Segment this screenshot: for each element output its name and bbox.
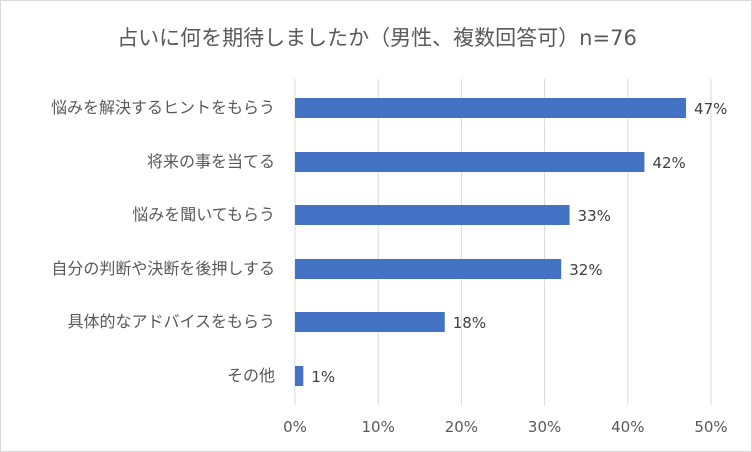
data-label: 18% [453, 314, 486, 332]
data-label: 33% [578, 207, 611, 225]
category-label: 具体的なアドバイスをもらう [67, 312, 275, 331]
grid-layer [295, 79, 711, 405]
bar [295, 366, 303, 386]
data-label: 47% [694, 100, 727, 118]
x-tick-label: 0% [283, 418, 307, 436]
bar [295, 205, 570, 225]
x-tick-label: 30% [528, 418, 561, 436]
x-tick-label: 10% [362, 418, 395, 436]
tick-layer: 0% 10% 20% 30% 40% 50% [283, 418, 728, 436]
x-tick-label: 50% [694, 418, 727, 436]
chart-title: 占いに何を期待しましたか（男性、複数回答可）n=76 [117, 26, 637, 50]
x-tick-label: 20% [445, 418, 478, 436]
x-tick-label: 40% [611, 418, 644, 436]
bar [295, 98, 686, 118]
bar [295, 259, 561, 279]
data-label: 1% [311, 368, 335, 386]
category-label: 悩みを解決するヒントをもらう [51, 98, 275, 117]
category-label: 悩みを聞いてもらう [132, 205, 275, 224]
label-layer: 悩みを解決するヒントをもらう 47% 将来の事を当てる 42% 悩みを聞いてもらう 33%… [51, 98, 727, 386]
bar [295, 312, 445, 332]
data-label: 32% [569, 261, 602, 279]
category-label: その他 [227, 366, 275, 385]
category-label: 自分の判断や決断を後押しする [51, 259, 275, 278]
bar [295, 152, 644, 172]
category-label: 将来の事を当てる [147, 152, 275, 171]
data-label: 42% [652, 154, 685, 172]
